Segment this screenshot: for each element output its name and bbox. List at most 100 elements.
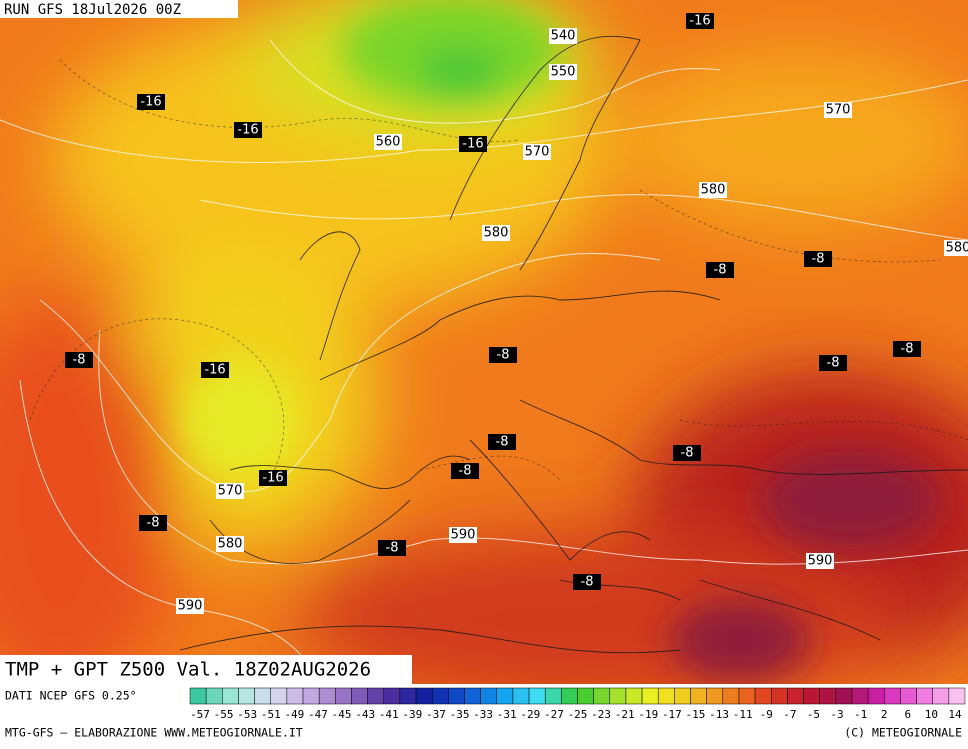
colorbar-swatch <box>448 687 465 705</box>
colorbar-swatch <box>431 687 449 705</box>
temperature-label: -8 <box>714 263 727 278</box>
colorbar-swatch <box>577 687 594 705</box>
map-title: TMP + GPT Z500 Val. 18Z02AUG2026 <box>5 659 371 681</box>
colorbar-swatch <box>496 687 514 705</box>
geopotential-label-bg <box>176 598 204 614</box>
colorbar-label: -5 <box>807 708 820 721</box>
geopotential-label: 550 <box>551 65 576 80</box>
geopotential-label-bg <box>482 225 510 241</box>
geopotential-label: 590 <box>178 599 203 614</box>
temperature-label: -8 <box>581 575 594 590</box>
colorbar-swatch <box>480 687 498 705</box>
colorbar-label: 14 <box>948 708 962 721</box>
geopotential-label: 570 <box>826 103 851 118</box>
colorbar-label: -47 <box>308 708 328 721</box>
geopotential-label-bg <box>549 28 577 44</box>
colorbar-label: 6 <box>905 708 912 721</box>
temperature-label-bg <box>259 470 287 486</box>
temperature-label: -8 <box>73 353 86 368</box>
colorbar-label: -25 <box>568 708 588 721</box>
temperature-label: -8 <box>901 342 914 357</box>
colorbar-swatch <box>335 687 352 705</box>
colorbar-swatch <box>754 687 772 705</box>
temperature-label: -8 <box>496 435 509 450</box>
temperature-label-bg <box>686 13 714 29</box>
colorbar-label: -29 <box>520 708 540 721</box>
geopotential-label: 580 <box>484 226 509 241</box>
title-box <box>0 655 412 685</box>
colorbar-label: -33 <box>473 708 493 721</box>
footer-left: MTG-GFS — ELABORAZIONE WWW.METEOGIORNALE… <box>5 726 303 740</box>
temperature-label: -8 <box>681 446 694 461</box>
colorbar-swatch <box>948 687 966 705</box>
geopotential-label: 590 <box>808 554 833 569</box>
temperature-label: -8 <box>147 516 160 531</box>
colorbar-label: -17 <box>662 708 682 721</box>
temperature-label-bg <box>573 574 601 590</box>
temperature-label-bg <box>706 262 734 278</box>
geopotential-label: 580 <box>701 183 726 198</box>
temperature-label: -8 <box>812 252 825 267</box>
colorbar-label: -13 <box>709 708 729 721</box>
temperature-label-bg <box>488 434 516 450</box>
colorbar-swatch <box>464 687 481 705</box>
temperature-label: -16 <box>689 14 710 29</box>
temperature-label-bg <box>804 251 832 267</box>
colorbar-label: -3 <box>830 708 843 721</box>
colorbar-swatch <box>819 687 837 705</box>
colorbar-swatch <box>318 687 336 705</box>
geopotential-label-bg <box>216 536 244 552</box>
temperature-label-bg <box>673 445 701 461</box>
colorbar-label: -55 <box>214 708 234 721</box>
temperature-label-bg <box>819 355 847 371</box>
colorbar-label: -35 <box>450 708 470 721</box>
colorbar-swatch <box>561 687 578 705</box>
temperature-label: -16 <box>204 363 225 378</box>
colorbar-swatch <box>609 687 627 705</box>
colorbar-swatch <box>641 687 659 705</box>
geopotential-label: 540 <box>551 29 576 44</box>
colorbar-swatch <box>787 687 804 705</box>
colorbar-label: 2 <box>881 708 888 721</box>
colorbar-label: -31 <box>497 708 517 721</box>
temperature-label: -16 <box>237 123 258 138</box>
colorbar-swatch <box>222 687 239 705</box>
geopotential-label-bg <box>374 134 402 150</box>
colorbar-label: -15 <box>686 708 706 721</box>
colorbar-swatch <box>302 687 320 705</box>
temperature-label-bg <box>234 122 262 138</box>
colorbar-swatch <box>189 687 207 705</box>
colorbar-label: -39 <box>402 708 422 721</box>
colorbar-swatch <box>367 687 384 705</box>
geopotential-label: 580 <box>946 241 968 256</box>
run-label: RUN GFS 18Jul2026 00Z <box>4 2 181 18</box>
temperature-label-bg <box>489 347 517 363</box>
colorbar-swatch <box>238 687 255 705</box>
colorbar-swatch <box>286 687 304 705</box>
colorbar-swatch <box>674 687 691 705</box>
colorbar-swatch <box>851 687 869 705</box>
colorbar-label: -1 <box>854 708 867 721</box>
temperature-field <box>0 0 968 684</box>
colorbar-label: -51 <box>261 708 281 721</box>
colorbar-swatch <box>932 687 950 705</box>
temperature-label-bg <box>201 362 229 378</box>
temperature-label-bg <box>893 341 921 357</box>
data-source: DATI NCEP GFS 0.25° <box>5 689 137 703</box>
temperature-label: -16 <box>462 137 483 152</box>
colorbar-label: -27 <box>544 708 564 721</box>
colorbar-label: -45 <box>332 708 352 721</box>
colorbar-label: -43 <box>355 708 375 721</box>
run-box <box>0 0 238 18</box>
colorbar-swatch <box>803 687 820 705</box>
geopotential-label-bg <box>944 240 968 256</box>
colorbar-swatch <box>835 687 853 705</box>
colorbar-label: -37 <box>426 708 446 721</box>
geopotential-label-bg <box>549 64 577 80</box>
colorbar-swatch <box>254 687 271 705</box>
colorbar-swatch <box>625 687 643 705</box>
footer-right: (C) METEOGIORNALE <box>844 726 962 740</box>
geopotential-label-bg <box>216 483 244 499</box>
temperature-label-bg <box>65 352 93 368</box>
